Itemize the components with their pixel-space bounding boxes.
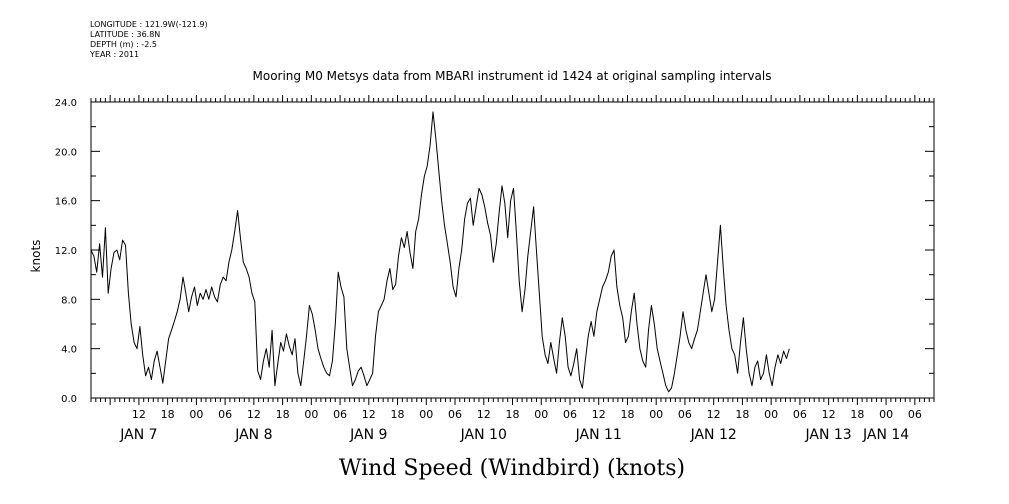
y-tick-label: 16.0 <box>55 197 77 208</box>
x-hour-label: 18 <box>391 408 405 421</box>
depth-text: DEPTH (m) : -2.5 <box>90 40 157 49</box>
x-day-label: JAN 12 <box>690 427 737 443</box>
x-hour-label: 00 <box>189 408 203 421</box>
x-hour-label: 12 <box>247 408 261 421</box>
x-hour-label: 06 <box>448 408 462 421</box>
x-hour-label: 00 <box>649 408 663 421</box>
x-hour-label: 06 <box>333 408 347 421</box>
y-tick-label: 12.0 <box>55 246 77 257</box>
x-hour-label: 06 <box>678 408 692 421</box>
x-hour-label: 18 <box>506 408 520 421</box>
x-axis-label: Wind Speed (Windbird) (knots) <box>339 456 685 481</box>
x-hour-label: 06 <box>563 408 577 421</box>
y-tick-label: 4.0 <box>61 345 77 356</box>
x-hour-label: 00 <box>419 408 433 421</box>
x-hour-label: 06 <box>908 408 922 421</box>
x-day-label: JAN 14 <box>862 427 909 443</box>
x-hour-label: 06 <box>793 408 807 421</box>
y-tick-label: 20.0 <box>55 147 77 158</box>
x-hour-label: 06 <box>218 408 232 421</box>
x-day-label: JAN 9 <box>349 427 387 443</box>
x-hour-label: 00 <box>764 408 778 421</box>
x-day-label: JAN 11 <box>575 427 622 443</box>
y-axis-label: knots <box>29 240 43 273</box>
x-hour-label: 12 <box>477 408 491 421</box>
x-hour-label: 12 <box>592 408 606 421</box>
wind-speed-line <box>90 111 790 393</box>
year-text: YEAR : 2011 <box>90 50 140 59</box>
x-hour-label: 18 <box>276 408 290 421</box>
y-tick-label: 8.0 <box>61 295 77 306</box>
x-hour-label: 00 <box>304 408 318 421</box>
x-day-label: JAN 8 <box>234 427 272 443</box>
x-hour-label: 00 <box>879 408 893 421</box>
y-tick-label: 24.0 <box>55 98 77 109</box>
y-tick-label: 0.0 <box>61 394 77 405</box>
x-hour-label: 12 <box>132 408 146 421</box>
x-day-label: JAN 13 <box>805 427 852 443</box>
x-day-label: JAN 10 <box>460 427 507 443</box>
longitude-text: LONGITUDE : 121.9W(-121.9) <box>90 20 208 29</box>
latitude-text: LATITUDE : 36.8N <box>90 30 161 39</box>
x-hour-label: 12 <box>707 408 721 421</box>
x-hour-label: 12 <box>822 408 836 421</box>
x-hour-label: 18 <box>620 408 634 421</box>
x-hour-label: 00 <box>534 408 548 421</box>
chart-title: Mooring M0 Metsys data from MBARI instru… <box>253 69 772 83</box>
x-hour-label: 18 <box>735 408 749 421</box>
x-hour-label: 12 <box>362 408 376 421</box>
mooring-metadata: LONGITUDE : 121.9W(-121.9) LATITUDE : 36… <box>90 20 208 60</box>
x-hour-label: 18 <box>850 408 864 421</box>
x-day-label: JAN 7 <box>119 427 157 443</box>
plot-frame <box>90 101 935 399</box>
x-hour-label: 18 <box>161 408 175 421</box>
